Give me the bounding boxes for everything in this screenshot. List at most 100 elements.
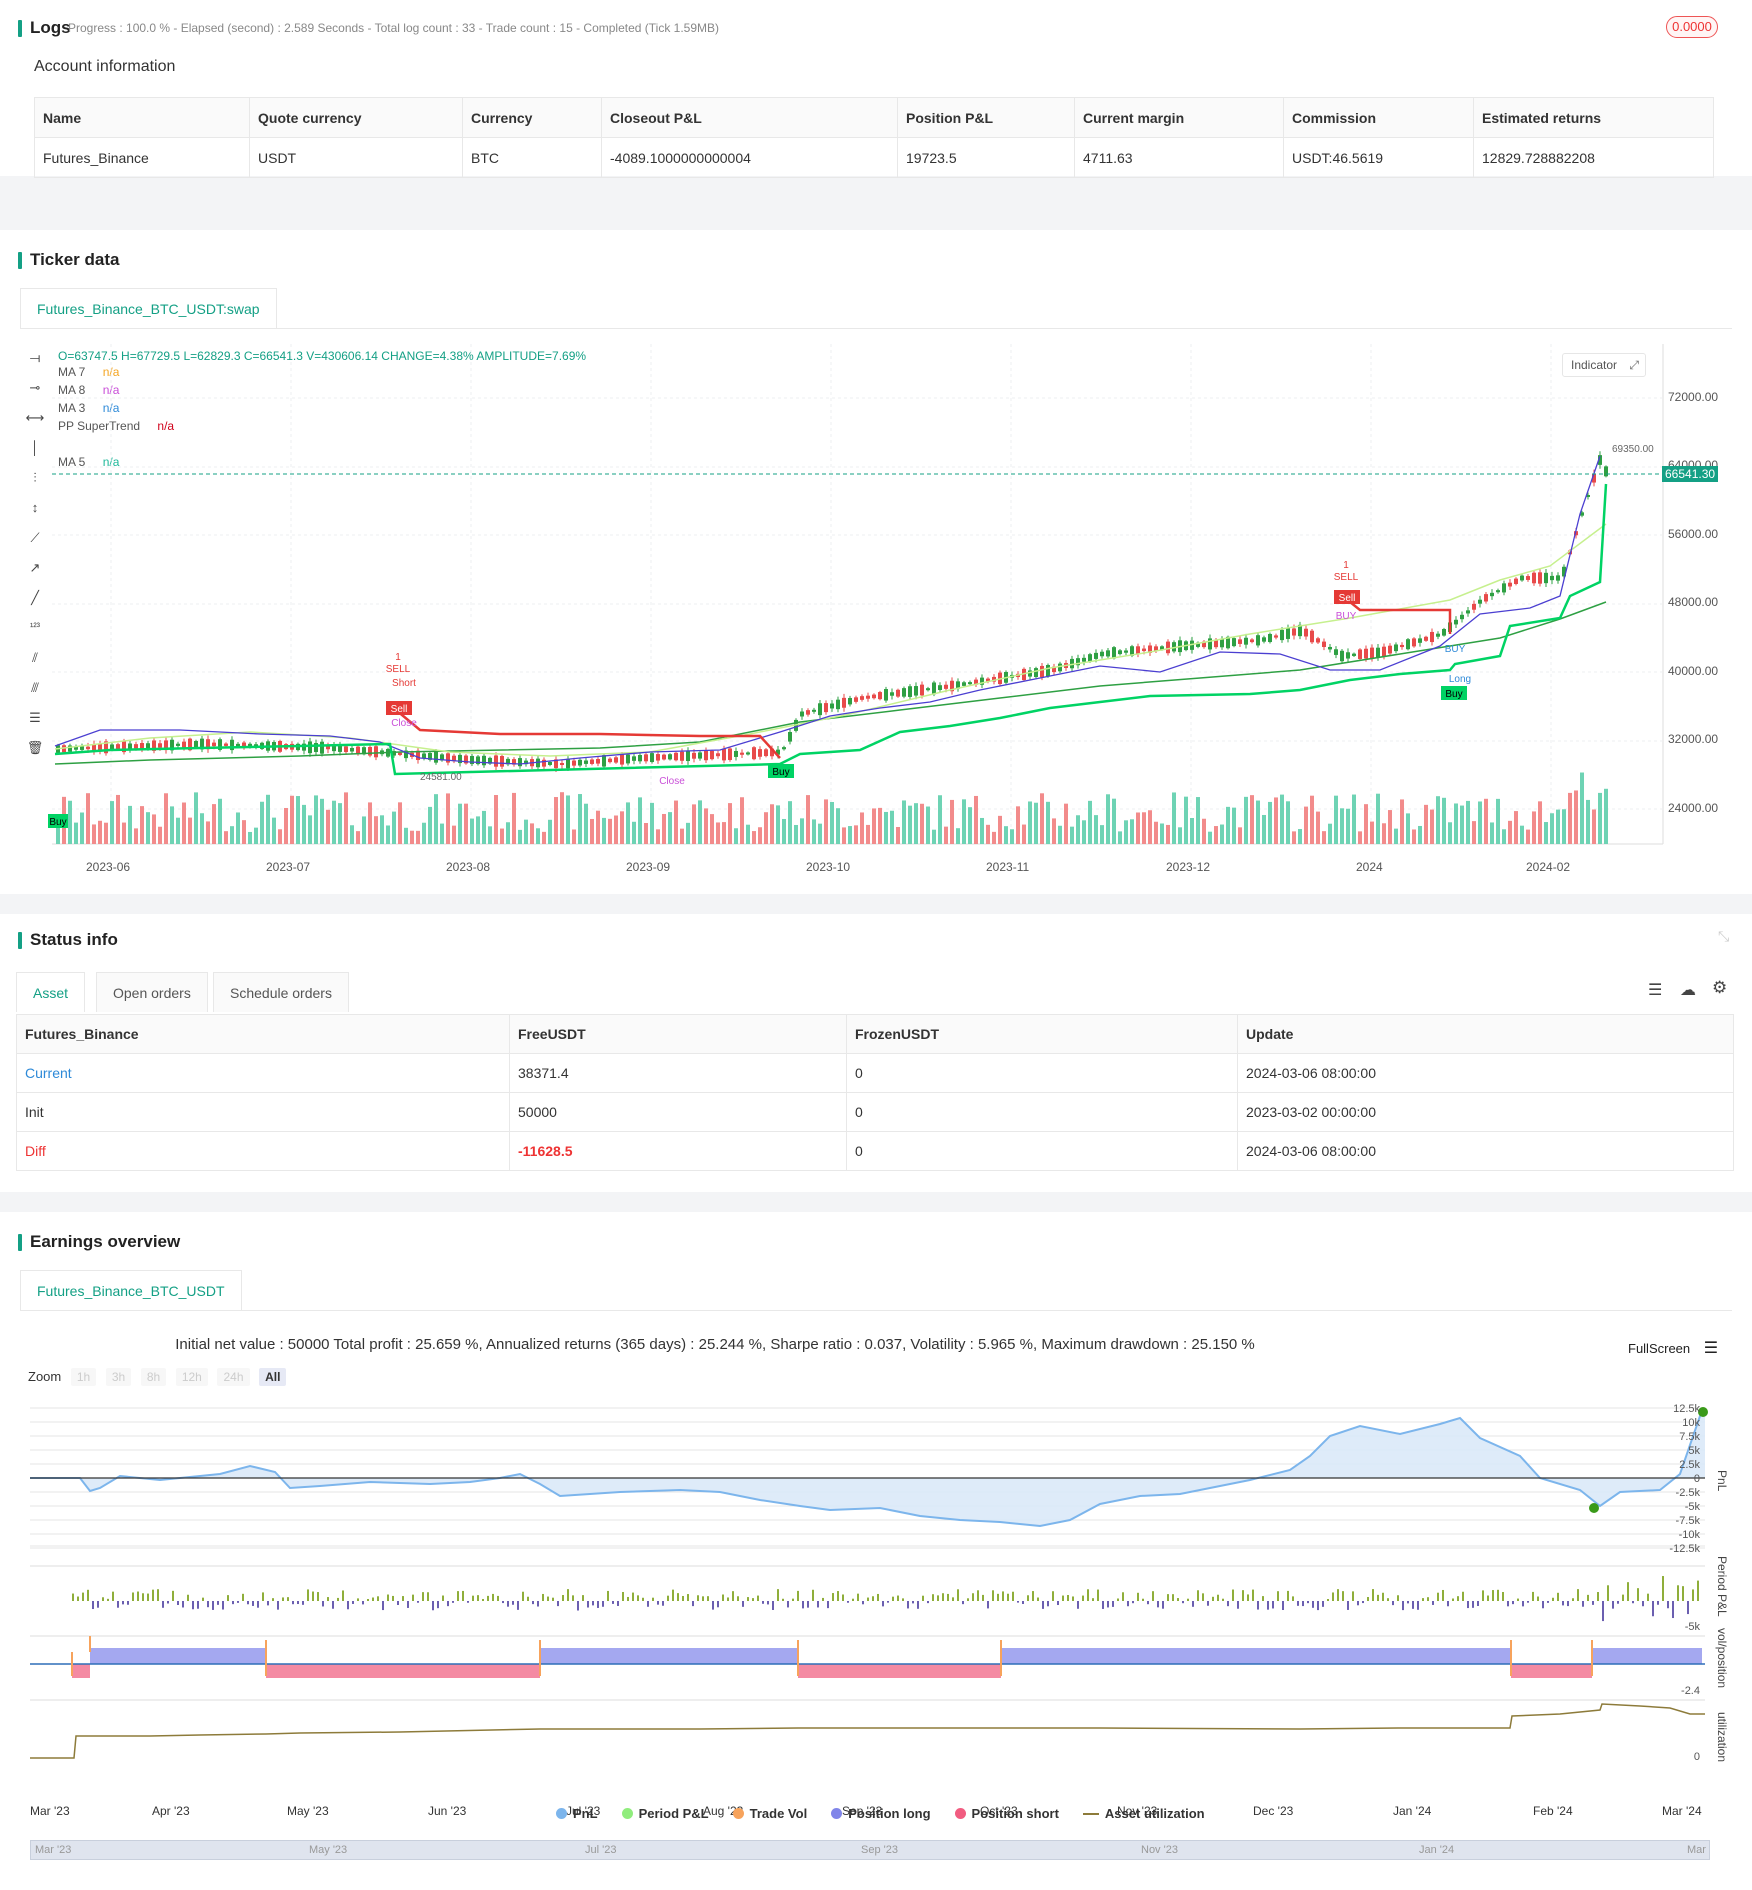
volume-bar [1016, 806, 1020, 844]
fullscreen-button[interactable]: FullScreen ☰ [1628, 1338, 1718, 1358]
legend-trade-vol[interactable]: Trade Vol [732, 1806, 808, 1821]
period-pnl-bar [282, 1597, 284, 1601]
period-pnl-bar [1167, 1594, 1169, 1601]
period-pnl-bar [912, 1601, 914, 1604]
vertical-ray-icon[interactable]: ↕ [31, 500, 39, 515]
asset-row-diff: Diff -11628.5 0 2024-03-06 08:00:00 [16, 1131, 1734, 1171]
legend-label: Trade Vol [749, 1806, 808, 1821]
zoom-1h-button[interactable]: 1h [70, 1368, 97, 1386]
volume-bar [944, 826, 948, 844]
time-tick: 2023-09 [626, 860, 671, 874]
period-pnl-bar [1467, 1601, 1469, 1609]
indicator-supertrend[interactable]: PP SuperTrend n/a [58, 419, 174, 433]
fibonacci-icon[interactable]: ⫻ [31, 680, 39, 695]
expand-icon[interactable]: ⤢ [1629, 358, 1639, 372]
period-pnl-bar [1432, 1601, 1434, 1605]
period-pnl-bar [502, 1601, 504, 1604]
candle [1286, 628, 1290, 639]
zoom-3h-button[interactable]: 3h [105, 1368, 132, 1386]
vertical-segment-icon[interactable]: ⫶ [33, 470, 37, 485]
horizontal-line-icon[interactable]: ⟞ [29, 350, 41, 365]
legend-pnl[interactable]: PnL [556, 1806, 598, 1821]
tab-asset[interactable]: Asset [16, 972, 86, 1012]
tab-ticker-symbol[interactable]: Futures_Binance_BTC_USDT:swap [20, 288, 277, 328]
period-pnl-bar [1422, 1598, 1424, 1601]
legend-position-long[interactable]: Position long [831, 1806, 931, 1821]
ray-line-icon[interactable]: ↗ [29, 560, 41, 575]
parallel-channel-icon[interactable]: ⫽ [32, 650, 38, 665]
list-icon[interactable]: ☰ [1648, 982, 1663, 999]
price-line-icon[interactable]: ¹²³ [30, 622, 40, 633]
zoom-8h-button[interactable]: 8h [140, 1368, 167, 1386]
period-pnl-bar [532, 1601, 534, 1605]
segment-line-icon[interactable]: ╱ [31, 590, 39, 605]
volume-bar [908, 805, 912, 844]
high-price-label: 69350.00 [1612, 444, 1654, 455]
legend-asset-utilization[interactable]: Asset utilization [1082, 1806, 1205, 1821]
volume-bar [1280, 794, 1284, 844]
volume-bar [146, 812, 150, 844]
candle [878, 692, 882, 700]
period-pnl-bar [617, 1601, 619, 1606]
earnings-chart[interactable]: 12.5k 10k 7.5k 5k 2.5k 0 -2.5k -5k -7.5k… [0, 1396, 1752, 1836]
period-pnl-bar [337, 1597, 339, 1601]
indicator-ma3[interactable]: MA 3 n/a [58, 401, 119, 415]
extended-line-icon[interactable]: ⟷ [25, 410, 45, 425]
period-pnl-bar [1232, 1589, 1234, 1601]
tab-schedule-orders[interactable]: Schedule orders [213, 972, 349, 1012]
period-pnl-bar [1082, 1595, 1084, 1601]
indicator-button[interactable]: Indicator ⤢ [1562, 353, 1646, 377]
candle [920, 684, 924, 696]
indicator-ma7[interactable]: MA 7 n/a [58, 365, 119, 379]
period-pnl-bar [517, 1601, 519, 1610]
volume-bar [848, 826, 852, 844]
vertical-line-icon[interactable]: │ [30, 440, 40, 455]
period-pnl-bar [837, 1591, 839, 1601]
legend-position-short[interactable]: Position short [954, 1806, 1059, 1821]
period-pnl-bar [1067, 1595, 1069, 1601]
marker-text: Buy [1445, 689, 1462, 700]
volume-bar [584, 803, 588, 844]
price-chart[interactable]: 1 SELL Short Sell Close Buy Sell 1 SELL … [0, 334, 1752, 854]
volume-bar [1580, 772, 1584, 844]
period-pnl-bar [1507, 1601, 1509, 1607]
account-cell: -4089.1000000000004 [601, 137, 898, 178]
cloud-download-icon[interactable]: ☁ [1680, 982, 1696, 999]
volume-bar [824, 799, 828, 844]
period-pnl-bar [1402, 1601, 1404, 1611]
supertrend-down-line [395, 709, 781, 759]
indicator-ma8[interactable]: MA 8 n/a [58, 383, 119, 397]
tab-earnings-symbol[interactable]: Futures_Binance_BTC_USDT [20, 1270, 242, 1310]
period-pnl-bar [392, 1595, 394, 1601]
period-pnl-bar [597, 1601, 599, 1608]
period-pnl-bar [587, 1601, 589, 1608]
settings-gear-icon[interactable]: ⚙ [1712, 978, 1728, 997]
volume-bar [806, 795, 810, 844]
legend-label: PnL [573, 1806, 598, 1821]
menu-icon[interactable]: ☰ [1703, 1340, 1719, 1357]
period-pnl-bar [902, 1598, 904, 1601]
marker-text: SELL [1334, 572, 1359, 583]
candle [1370, 647, 1374, 659]
fib-levels-icon[interactable]: ☰ [29, 710, 41, 725]
zoom-12h-button[interactable]: 12h [175, 1368, 208, 1386]
zoom-24h-button[interactable]: 24h [217, 1368, 250, 1386]
indicator-ma5[interactable]: MA 5 n/a [58, 455, 119, 469]
volume-bar [176, 817, 180, 844]
collapse-icon[interactable]: ⤡ [1718, 928, 1730, 944]
trash-icon[interactable]: 🗑 [26, 740, 44, 755]
candle [1232, 638, 1236, 647]
navigator-scrollbar[interactable]: Mar '23 May '23 Jul '23 Sep '23 Nov '23 … [30, 1840, 1710, 1860]
position-axis-title: vol/position [1715, 1628, 1729, 1688]
volume-bar [644, 823, 648, 844]
legend-period-pnl[interactable]: Period P&L [621, 1806, 709, 1821]
horizontal-ray-icon[interactable]: ⊸ [29, 380, 41, 395]
volume-bar [332, 800, 336, 844]
volume-bar [188, 817, 192, 844]
tab-open-orders[interactable]: Open orders [96, 972, 208, 1012]
zoom-all-button[interactable]: All [259, 1368, 287, 1386]
period-pnl-bar [97, 1601, 99, 1608]
volume-bar [740, 797, 744, 844]
indicator-value: n/a [102, 383, 120, 397]
trend-line-icon[interactable]: ⟋ [30, 530, 40, 545]
